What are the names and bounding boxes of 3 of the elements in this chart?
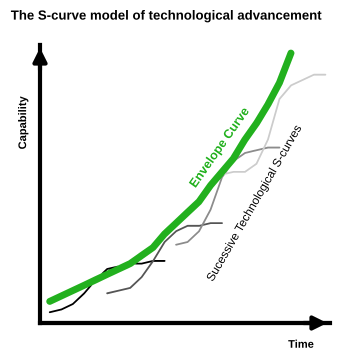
x-axis-title: Time (288, 340, 314, 348)
chart-title: The S-curve model of technological advancement (10, 10, 322, 22)
y-axis-title: Capability (18, 96, 28, 149)
